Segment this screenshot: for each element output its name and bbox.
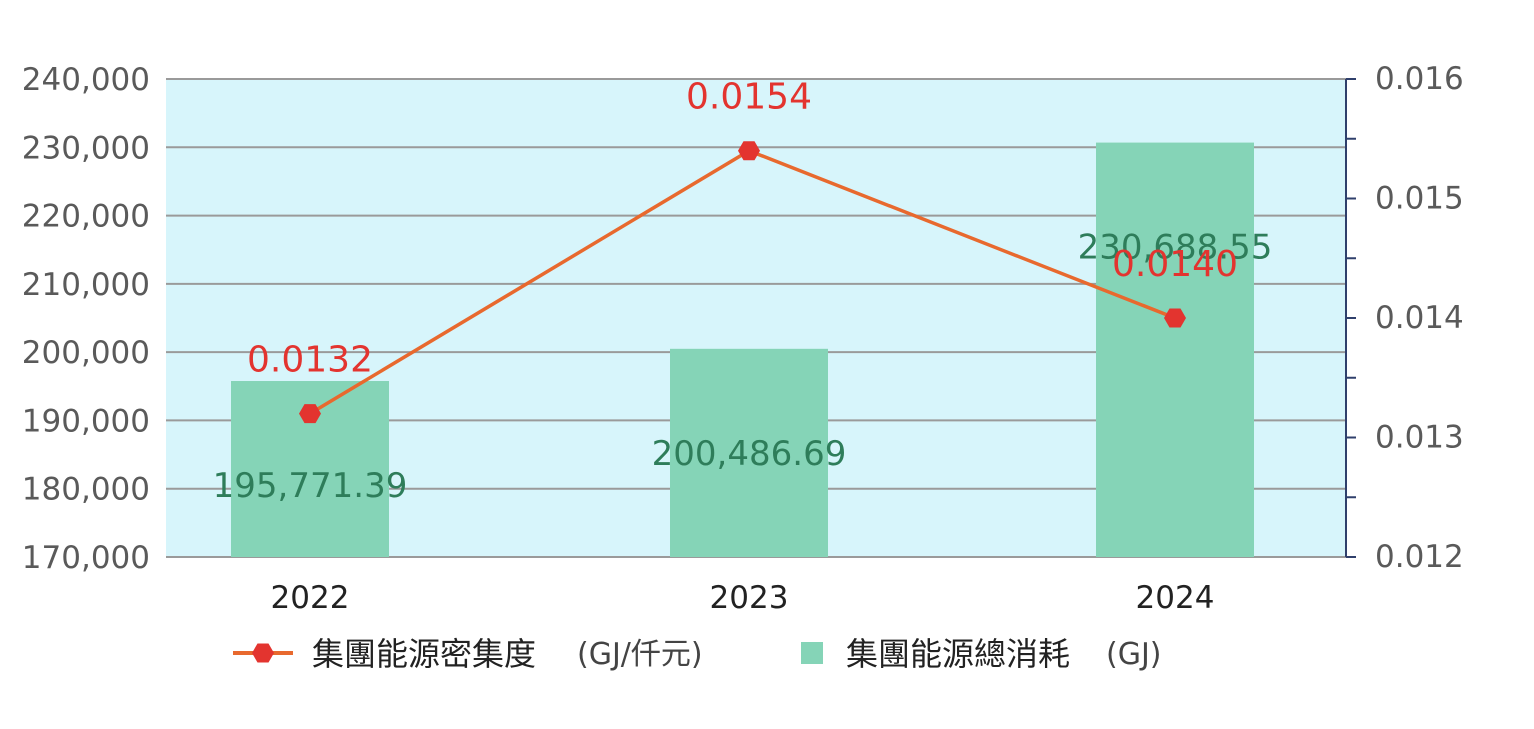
left-tick-label: 240,000 — [22, 62, 150, 98]
x-tick-label: 2022 — [271, 580, 350, 616]
bar — [1096, 142, 1254, 557]
right-tick-label: 0.016 — [1375, 61, 1464, 97]
legend-label: 集團能源密集度 — [312, 635, 536, 673]
legend-bar-swatch — [801, 642, 823, 664]
right-tick-label: 0.015 — [1375, 181, 1464, 217]
bar-value-label: 230,688.55 — [1078, 228, 1273, 268]
left-tick-label: 230,000 — [22, 130, 150, 166]
line-value-label: 0.0154 — [686, 77, 812, 118]
left-tick-label: 190,000 — [22, 403, 150, 439]
right-tick-label: 0.012 — [1375, 539, 1464, 575]
line-series — [299, 141, 1186, 424]
line-point-marker — [1164, 308, 1186, 328]
left-axis-ticks: 170,000 180,000 190,000 200,000 210,000 220,0… — [22, 62, 150, 576]
bar — [670, 348, 828, 557]
right-tick-label: 0.013 — [1375, 420, 1464, 456]
line-value-label: 0.0140 — [1112, 244, 1238, 285]
x-tick-label: 2024 — [1136, 580, 1215, 616]
legend-item-intensity: 集團能源密集度 (GJ/仟元) — [233, 635, 703, 673]
right-axis: 0.012 0.013 0.014 0.015 0.016 — [1345, 61, 1464, 575]
x-tick-label: 2023 — [710, 580, 789, 616]
bar-value-label: 195,771.39 — [213, 466, 408, 506]
x-axis-ticks: 2022 2023 2024 — [271, 580, 1215, 616]
legend-label: 集團能源總消耗 — [846, 635, 1070, 673]
left-tick-label: 220,000 — [22, 199, 150, 235]
right-tick-label: 0.014 — [1375, 300, 1464, 336]
legend-unit: (GJ/仟元) — [577, 637, 703, 672]
legend-marker-swatch — [252, 643, 274, 663]
bar-value-labels: 195,771.39 200,486.69 230,688.55 — [213, 228, 1273, 506]
left-tick-label: 170,000 — [22, 540, 150, 576]
legend-unit: (GJ) — [1106, 637, 1162, 672]
left-tick-label: 200,000 — [22, 335, 150, 371]
line-value-labels: 0.0132 0.0154 0.0140 — [247, 77, 1238, 381]
line-point-marker — [299, 404, 321, 424]
legend-item-consumption: 集團能源總消耗 (GJ) — [801, 635, 1162, 673]
legend: 集團能源密集度 (GJ/仟元) 集團能源總消耗 (GJ) — [233, 635, 1162, 673]
left-tick-label: 210,000 — [22, 267, 150, 303]
line-value-label: 0.0132 — [247, 340, 373, 381]
left-tick-label: 180,000 — [22, 472, 150, 508]
line-point-marker — [738, 141, 760, 161]
bar-series — [231, 142, 1254, 557]
bar-value-label: 200,486.69 — [652, 434, 847, 474]
